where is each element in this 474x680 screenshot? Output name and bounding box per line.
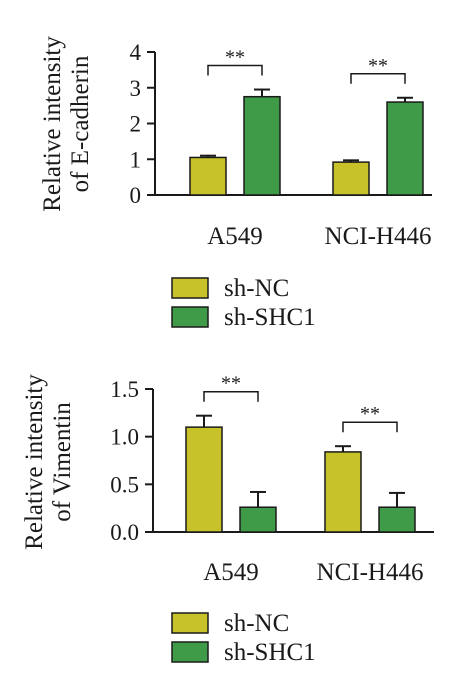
legend-label-sh-nc: sh-NC — [224, 610, 289, 637]
y-tick-label: 1.5 — [110, 377, 139, 402]
y-tick-label: 3 — [130, 76, 142, 101]
bar-sh-shc1-nci-h446 — [378, 506, 416, 533]
y-tick-label: 0.5 — [110, 472, 139, 497]
x-category-label: NCI-H446 — [325, 223, 432, 250]
legend-label-sh-shc1: sh-SHC1 — [224, 304, 316, 331]
significance-label: ** — [221, 373, 241, 395]
y-tick-label: 0.0 — [110, 520, 139, 545]
legend-swatch-sh-shc1 — [171, 306, 209, 328]
y-tick-label: 4 — [130, 40, 142, 65]
bar-sh-nc-a549 — [185, 426, 223, 533]
legend-swatch-sh-nc — [171, 277, 209, 299]
y-axis-title-line1: Relative intensity — [39, 36, 66, 212]
significance-bracket — [350, 73, 406, 84]
significance-bracket — [207, 64, 263, 76]
y-tick-label: 1 — [130, 147, 142, 172]
significance-label: ** — [360, 403, 380, 425]
x-category-label: A549 — [207, 223, 263, 250]
y-tick-label: 1.0 — [110, 425, 139, 450]
legend-swatch-sh-shc1 — [171, 641, 209, 663]
y-tick-label: 0 — [130, 183, 142, 208]
bar-sh-nc-nci-h446 — [332, 161, 370, 196]
y-axis-title-line2: of Vimentin — [49, 402, 76, 522]
legend-swatch-sh-nc — [171, 612, 209, 634]
legend-label-sh-shc1: sh-SHC1 — [224, 639, 316, 666]
y-tick-label: 2 — [130, 112, 142, 137]
significance-bracket — [342, 421, 398, 433]
significance-bracket — [203, 390, 259, 402]
bar-sh-shc1-nci-h446 — [386, 101, 424, 196]
legend-label-sh-nc: sh-NC — [224, 275, 289, 302]
chart-panel-2: 0.0 0.5 1.0 1.5 Relative intensity of Vimenti… — [21, 373, 434, 666]
y-axis-title-line2: of E-cadherin — [67, 55, 94, 192]
chart-panel-1: 0 1 2 3 4 Relative intensity of E-cadherin ** A5… — [39, 36, 432, 331]
bar-sh-nc-a549 — [189, 156, 227, 196]
x-category-label: NCI-H446 — [317, 559, 424, 586]
bar-sh-nc-nci-h446 — [324, 451, 362, 533]
bar-sh-shc1-a549 — [239, 506, 277, 533]
significance-label: ** — [225, 47, 245, 69]
x-category-label: A549 — [203, 559, 259, 586]
bar-sh-shc1-a549 — [243, 95, 281, 196]
y-axis-title-line1: Relative intensity — [21, 374, 48, 550]
significance-label: ** — [368, 55, 388, 77]
